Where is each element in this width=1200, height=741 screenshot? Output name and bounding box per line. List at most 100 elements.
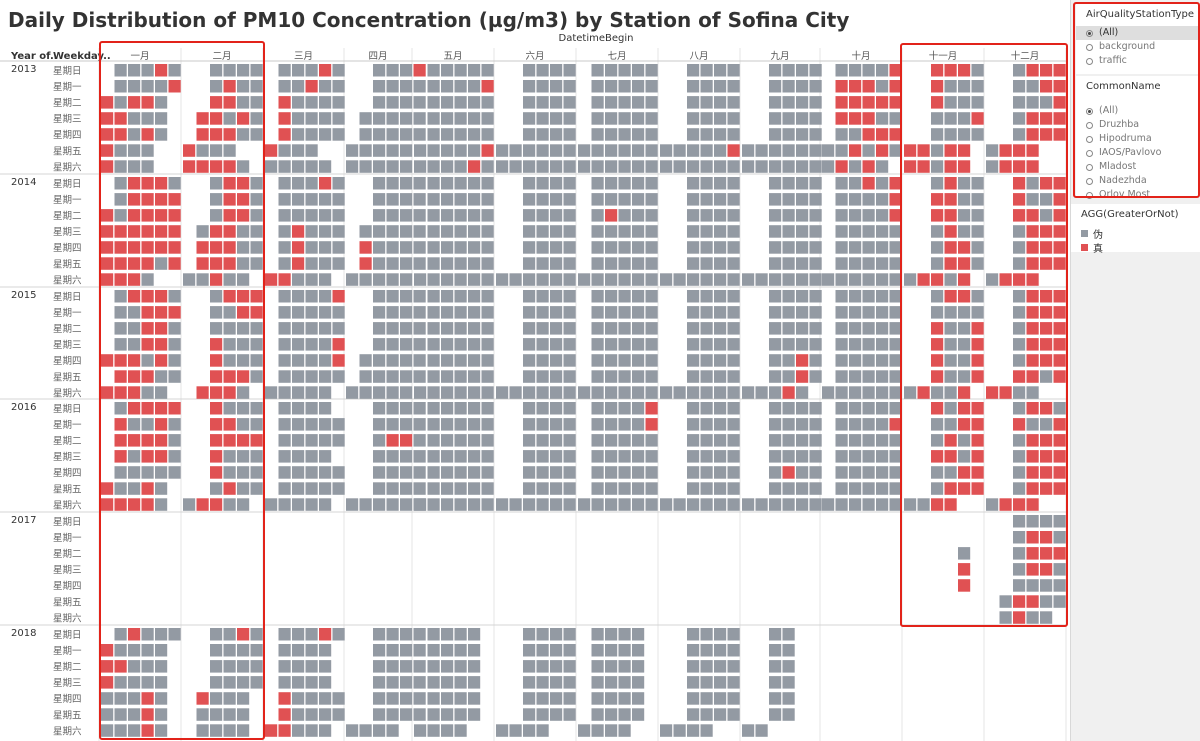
heatmap-cell: [196, 241, 209, 254]
legend-item[interactable]: 真: [1071, 240, 1200, 255]
common-name-option[interactable]: Hipodruma: [1076, 132, 1198, 146]
heatmap-cell: [278, 434, 291, 447]
radio-icon[interactable]: [1086, 191, 1093, 199]
station-type-option[interactable]: traffic: [1076, 54, 1198, 68]
common-name-option[interactable]: Nadezhda: [1076, 174, 1198, 188]
heatmap-cell: [605, 290, 618, 303]
heatmap-cell: [386, 370, 399, 383]
weekday-label: 星期六: [53, 725, 82, 737]
heatmap-cell: [278, 338, 291, 351]
radio-icon[interactable]: [1086, 163, 1093, 171]
heatmap-cell: [441, 402, 454, 415]
row-header-year: Year of..: [10, 51, 58, 62]
heatmap-cell: [141, 628, 154, 641]
heatmap-cell: [796, 354, 809, 367]
heatmap-cell: [889, 306, 902, 319]
heatmap-cell: [1026, 128, 1039, 141]
heatmap-cell: [441, 676, 454, 689]
heatmap-cell: [769, 628, 782, 641]
radio-icon[interactable]: [1086, 43, 1093, 51]
heatmap-cell: [1040, 402, 1053, 415]
heatmap-cell: [714, 322, 727, 335]
radio-icon[interactable]: [1086, 29, 1093, 37]
heatmap-cell: [468, 112, 481, 125]
heatmap-cell: [250, 434, 263, 447]
station-type-option[interactable]: (All): [1076, 26, 1198, 40]
heatmap-cell: [400, 177, 413, 190]
heatmap-cell: [155, 644, 168, 657]
heatmap-cell: [618, 370, 631, 383]
heatmap-cell: [237, 370, 250, 383]
radio-icon[interactable]: [1086, 107, 1093, 115]
heatmap-cell: [769, 466, 782, 479]
radio-icon[interactable]: [1086, 57, 1093, 65]
common-name-option[interactable]: Orlov Most: [1076, 188, 1198, 202]
radio-icon[interactable]: [1086, 177, 1093, 185]
heatmap-cell: [618, 177, 631, 190]
heatmap-cell: [618, 660, 631, 673]
legend-item[interactable]: 伪: [1071, 226, 1200, 241]
heatmap-cell: [155, 724, 168, 737]
heatmap-cells: [101, 64, 1066, 737]
heatmap-cell: [1026, 273, 1039, 286]
heatmap-cell: [769, 660, 782, 673]
heatmap-cell: [563, 660, 576, 673]
heatmap-cell: [481, 498, 494, 511]
heatmap-cell: [971, 193, 984, 206]
heatmap-cell: [563, 338, 576, 351]
heatmap-cell: [591, 80, 604, 93]
heatmap-cell: [876, 257, 889, 270]
weekday-label: 星期四: [53, 130, 82, 141]
heatmap-cell: [292, 290, 305, 303]
heatmap-cell: [454, 724, 467, 737]
heatmap-cell: [223, 354, 236, 367]
heatmap-cell: [523, 160, 536, 173]
heatmap-cell: [114, 193, 127, 206]
heatmap-cell: [237, 241, 250, 254]
heatmap-cell: [782, 96, 795, 109]
heatmap-cell: [168, 257, 181, 270]
heatmap-cell: [1040, 579, 1053, 592]
radio-icon[interactable]: [1086, 135, 1093, 143]
heatmap-cell: [196, 257, 209, 270]
heatmap-cell: [999, 595, 1012, 608]
heatmap-cell: [999, 611, 1012, 624]
heatmap-cell: [591, 64, 604, 77]
common-name-option[interactable]: Druzhba: [1076, 118, 1198, 132]
heatmap-cell: [1013, 338, 1026, 351]
heatmap-cell: [862, 354, 875, 367]
heatmap-cell: [944, 386, 957, 399]
heatmap-cell: [210, 209, 223, 222]
heatmap-cell: [265, 724, 278, 737]
heatmap-cell: [128, 498, 141, 511]
heatmap-cell: [632, 434, 645, 447]
heatmap-cell: [319, 128, 332, 141]
radio-icon[interactable]: [1086, 149, 1093, 157]
heatmap-cell: [849, 402, 862, 415]
heatmap-cell: [591, 450, 604, 463]
heatmap-cell: [305, 386, 318, 399]
heatmap-cell: [591, 482, 604, 495]
heatmap-cell: [441, 466, 454, 479]
heatmap-cell: [128, 402, 141, 415]
heatmap-cell: [1026, 112, 1039, 125]
heatmap-cell: [645, 450, 658, 463]
heatmap-cell: [481, 160, 494, 173]
heatmap-cell: [278, 708, 291, 721]
common-name-option[interactable]: Mladost: [1076, 160, 1198, 174]
radio-icon[interactable]: [1086, 121, 1093, 129]
heatmap-cell: [782, 676, 795, 689]
heatmap-cell: [292, 644, 305, 657]
common-name-option[interactable]: IAOS/Pavlovo: [1076, 146, 1198, 160]
heatmap-cell: [536, 450, 549, 463]
station-type-option[interactable]: background: [1076, 40, 1198, 54]
common-name-option[interactable]: (All): [1076, 104, 1198, 118]
heatmap-cell: [1053, 306, 1066, 319]
heatmap-cell: [292, 466, 305, 479]
heatmap-cell: [237, 96, 250, 109]
heatmap-cell: [223, 708, 236, 721]
heatmap-cell: [835, 257, 848, 270]
heatmap-cell: [386, 80, 399, 93]
heatmap-cell: [755, 386, 768, 399]
heatmap-cell: [210, 160, 223, 173]
